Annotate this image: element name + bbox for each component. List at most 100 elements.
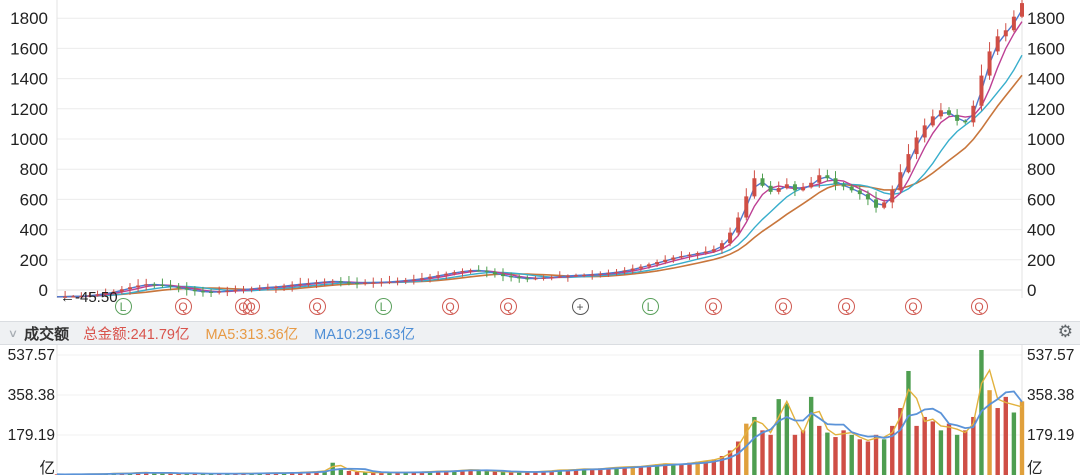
- candle-body: [346, 282, 351, 284]
- event-marker-q[interactable]: Q: [774, 298, 792, 315]
- y-tick-label-left: 600: [20, 190, 48, 209]
- volume-bar: [614, 467, 619, 475]
- volume-bar: [662, 463, 668, 475]
- volume-bar: [792, 434, 798, 475]
- candle-body: [241, 289, 246, 291]
- y-tick-label-left: 800: [20, 160, 48, 179]
- candle-body: [655, 262, 660, 265]
- y-tick-label-left: 400: [20, 221, 48, 240]
- candle-body: [995, 36, 1000, 52]
- chevron-down-icon[interactable]: ∨: [7, 327, 19, 340]
- candle-body: [111, 291, 116, 294]
- candle-body: [630, 268, 635, 271]
- candle-body: [257, 287, 262, 289]
- volume-bar: [987, 390, 992, 475]
- volume-bar: [622, 466, 627, 475]
- y-tick-label-right: 1800: [1027, 9, 1065, 28]
- candle-body: [938, 110, 943, 117]
- event-marker-q[interactable]: Q: [904, 298, 922, 315]
- candle-body: [679, 256, 684, 258]
- event-marker-l[interactable]: L: [641, 298, 659, 315]
- ma-cyan-line: [56, 54, 1023, 298]
- vol-ma10-line: [56, 390, 1023, 475]
- volume-chart-canvas[interactable]: 537.57 537.57 358.38 358.38 179.19 179.19 亿 亿: [0, 345, 1080, 475]
- candle-body: [200, 291, 205, 293]
- volume-bar: [322, 470, 327, 475]
- event-marker-q[interactable]: Q: [308, 298, 326, 315]
- volume-bar: [176, 473, 181, 475]
- y-tick-label-right: 1000: [1027, 130, 1065, 149]
- candle-body: [646, 264, 651, 267]
- volume-bar: [346, 470, 352, 475]
- ma-blue-line: [56, 9, 1023, 298]
- volume-bar: [800, 430, 806, 475]
- volume-bar: [557, 469, 562, 475]
- y-tick-label-left: 1200: [10, 100, 48, 119]
- volume-bar: [711, 459, 717, 475]
- candle-body: [249, 288, 254, 290]
- volume-bar: [727, 450, 733, 475]
- candle-body: [874, 199, 879, 208]
- ma5-value: MA5:313.36亿: [205, 326, 299, 343]
- candle-body: [557, 276, 562, 278]
- volume-bar: [784, 403, 790, 475]
- volume-bar: [971, 416, 976, 475]
- event-marker-+[interactable]: +: [571, 298, 589, 315]
- volume-bar: [638, 466, 644, 475]
- vol-unit-label-left: 亿: [39, 459, 55, 475]
- volume-bar: [338, 468, 344, 475]
- candle-body: [403, 280, 408, 282]
- candle-body: [1003, 30, 1008, 37]
- volume-bar: [371, 472, 376, 475]
- candle-body: [468, 270, 473, 272]
- event-marker-q[interactable]: Q: [441, 298, 459, 315]
- event-marker-l[interactable]: L: [114, 298, 132, 315]
- candle-body: [744, 196, 749, 218]
- event-marker-q[interactable]: Q: [837, 298, 855, 315]
- event-marker-q[interactable]: Q: [970, 298, 988, 315]
- candle-body: [476, 270, 481, 272]
- y-tick-label-right: 800: [1027, 160, 1055, 179]
- candle-body: [355, 283, 360, 285]
- candle-body: [930, 116, 935, 126]
- candle-body: [444, 273, 449, 276]
- candle-body: [330, 281, 335, 283]
- event-marker-q[interactable]: Q: [704, 298, 722, 315]
- candle-body: [79, 296, 84, 298]
- volume-bar: [833, 437, 838, 475]
- volume-bar: [938, 430, 944, 475]
- candle-body: [411, 279, 416, 281]
- volume-bar: [606, 467, 611, 475]
- volume-bar: [873, 434, 879, 475]
- candle-body: [947, 110, 952, 115]
- candle-body: [914, 137, 919, 155]
- volume-bar: [598, 468, 603, 475]
- candle-body: [752, 178, 757, 197]
- candle-body: [728, 232, 733, 244]
- vol-tick-label-left: 179.19: [8, 427, 55, 444]
- volume-bar: [330, 462, 335, 475]
- volume-bar: [963, 430, 968, 475]
- event-marker-q[interactable]: Q: [499, 298, 517, 315]
- candle-body: [492, 271, 497, 275]
- event-marker-q[interactable]: Q: [242, 298, 260, 315]
- event-marker-q[interactable]: Q: [174, 298, 192, 315]
- volume-bar: [760, 430, 765, 475]
- event-marker-l[interactable]: L: [374, 298, 392, 315]
- price-chart-canvas[interactable]: 1800 1800 1600 1600 1400 1400 1200 1200 1000 1000…: [0, 0, 1080, 321]
- candle-body: [452, 272, 457, 274]
- gear-icon[interactable]: ⚙: [1057, 322, 1073, 341]
- volume-bar: [735, 441, 741, 475]
- volume-bar: [476, 470, 481, 475]
- candle-body: [582, 274, 587, 277]
- candle-body: [1020, 3, 1024, 17]
- candle-body: [525, 278, 530, 280]
- candle-body: [322, 281, 327, 283]
- volume-bar: [954, 434, 960, 475]
- volume-bar: [849, 434, 854, 475]
- candle-body: [768, 185, 773, 192]
- candle-body: [233, 290, 238, 292]
- volume-bar: [306, 471, 311, 475]
- volume-bar: [192, 473, 198, 475]
- candle-body: [273, 286, 278, 288]
